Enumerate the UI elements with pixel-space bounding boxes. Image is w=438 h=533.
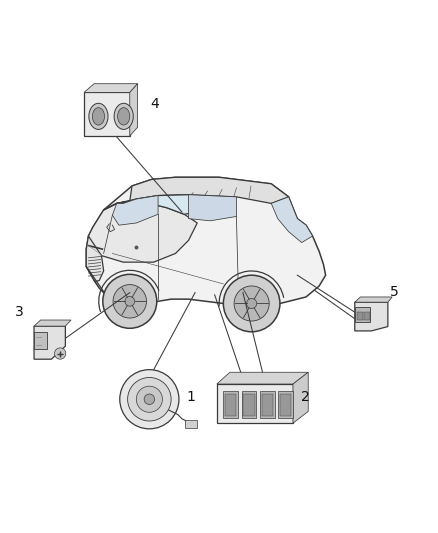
Bar <box>261 394 273 416</box>
Circle shape <box>223 275 280 332</box>
Circle shape <box>234 286 269 321</box>
Text: 2: 2 <box>301 390 310 404</box>
Polygon shape <box>293 372 308 423</box>
Polygon shape <box>84 84 138 92</box>
Circle shape <box>54 348 66 359</box>
Text: 5: 5 <box>390 285 398 298</box>
Bar <box>364 312 370 320</box>
Polygon shape <box>88 201 197 262</box>
Ellipse shape <box>117 108 130 125</box>
Ellipse shape <box>114 103 133 130</box>
Polygon shape <box>355 302 388 331</box>
Polygon shape <box>217 372 308 384</box>
Circle shape <box>144 394 155 405</box>
Ellipse shape <box>89 103 108 130</box>
Text: 4: 4 <box>151 97 159 111</box>
Bar <box>217 384 293 423</box>
Circle shape <box>125 296 134 306</box>
Bar <box>260 391 275 418</box>
Bar <box>34 332 47 349</box>
Text: 1: 1 <box>186 390 195 404</box>
Polygon shape <box>34 320 71 326</box>
Polygon shape <box>86 177 325 306</box>
Bar <box>242 391 256 418</box>
Circle shape <box>136 386 162 413</box>
Bar <box>244 394 254 416</box>
Circle shape <box>120 370 179 429</box>
Circle shape <box>113 285 146 318</box>
Bar <box>84 92 130 136</box>
Bar <box>223 391 238 418</box>
Bar <box>225 394 237 416</box>
Polygon shape <box>34 326 65 359</box>
Polygon shape <box>113 196 158 225</box>
Polygon shape <box>130 84 138 136</box>
Polygon shape <box>104 195 197 214</box>
Circle shape <box>247 298 257 309</box>
Bar <box>278 391 293 418</box>
Polygon shape <box>117 177 289 204</box>
Ellipse shape <box>92 108 105 125</box>
Polygon shape <box>271 197 313 243</box>
Text: 3: 3 <box>14 305 23 319</box>
Polygon shape <box>188 195 237 221</box>
Circle shape <box>127 377 171 421</box>
Bar <box>280 394 291 416</box>
Bar <box>357 312 363 320</box>
Bar <box>355 306 370 322</box>
Polygon shape <box>355 297 392 302</box>
Circle shape <box>103 274 157 328</box>
Bar <box>185 419 197 427</box>
Polygon shape <box>86 236 104 282</box>
